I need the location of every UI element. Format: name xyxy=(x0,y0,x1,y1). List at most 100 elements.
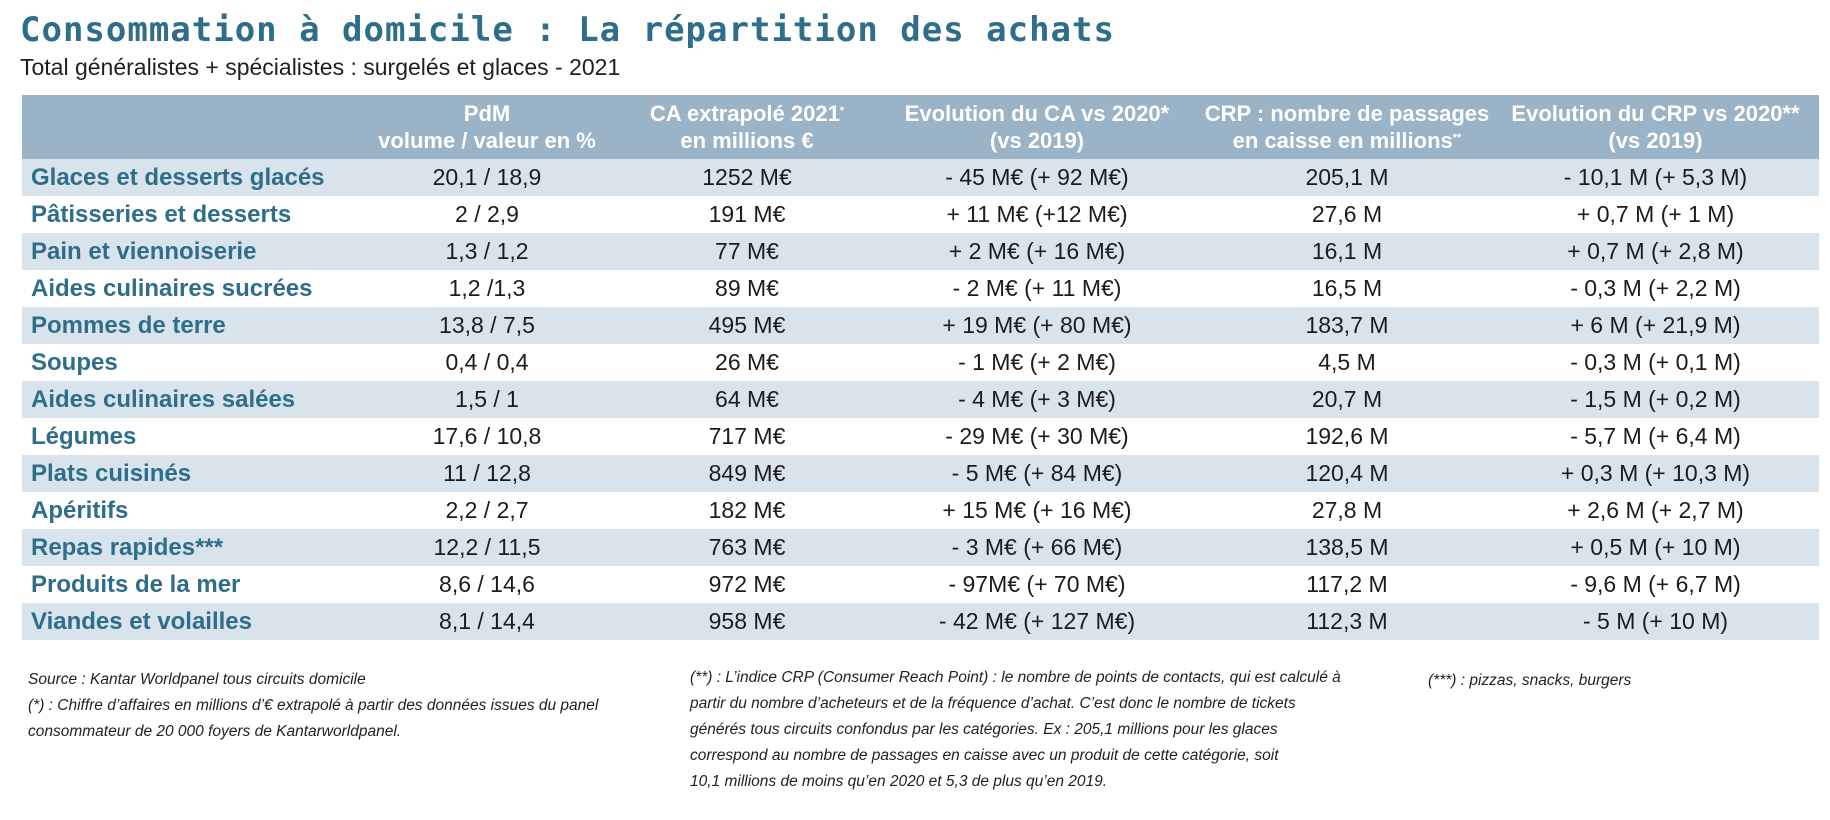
table-cell: 2,2 / 2,7 xyxy=(445,497,529,523)
table-body: Glaces et desserts glacés 20,1 / 18,9 1252… xyxy=(22,159,1819,640)
table-cell: + 19 M€ (+ 80 M€) xyxy=(872,307,1202,344)
table-cell: - 2 M€ (+ 11 M€) xyxy=(952,275,1122,301)
table-cell: 117,2 M xyxy=(1306,571,1388,597)
table-header-row: PdM volume / valeur en % CA extrapolé 2021… xyxy=(22,95,1819,159)
category-label: Glaces et desserts glacés xyxy=(22,159,352,196)
table-row: Aides culinaires salées 1,5 / 1 64 M€ - 4 M… xyxy=(22,381,1819,418)
table-row: Glaces et desserts glacés 20,1 / 18,9 1252… xyxy=(22,159,1819,196)
footnote-line: générés tous circuits confondus par les … xyxy=(690,721,1278,738)
table-cell: 112,3 M xyxy=(1202,603,1492,640)
table-cell: 849 M€ xyxy=(622,455,872,492)
page-subtitle: Total généralistes + spécialistes : surg… xyxy=(20,54,621,80)
category-label: Soupes xyxy=(31,348,118,376)
category-label: Repas rapides*** xyxy=(22,529,352,566)
table-cell: - 1 M€ (+ 2 M€) xyxy=(958,349,1116,375)
table-cell: - 97M€ (+ 70 M€) xyxy=(948,571,1126,597)
table-cell: 20,1 / 18,9 xyxy=(352,159,622,196)
table-row: Pâtisseries et desserts 2 / 2,9 191 M€ + 11… xyxy=(22,196,1819,233)
table-cell: - 4 M€ (+ 3 M€) xyxy=(872,381,1202,418)
category-label: Plats cuisinés xyxy=(22,455,352,492)
table-row: Aides culinaires sucrées 1,2 /1,3 89 M€ - 2… xyxy=(22,270,1819,307)
table-cell: 495 M€ xyxy=(622,307,872,344)
table-cell: 11 / 12,8 xyxy=(352,455,622,492)
table-row: Apéritifs 2,2 / 2,7 182 M€ + 15 M€ (+ 16 M€… xyxy=(22,492,1819,529)
table-cell: + 0,7 M (+ 1 M) xyxy=(1576,201,1735,227)
column-header-1: PdM volume / valeur en % xyxy=(352,95,622,159)
table-cell: - 9,6 M (+ 6,7 M) xyxy=(1570,571,1741,597)
table-cell: + 2,6 M (+ 2,7 M) xyxy=(1567,497,1744,523)
table-cell: - 45 M€ (+ 92 M€) xyxy=(872,159,1202,196)
footnote-fast-meals: (***) : pizzas, snacks, burgers xyxy=(1428,668,1788,694)
category-label: Pommes de terre xyxy=(22,307,352,344)
category-label: Aides culinaires salées xyxy=(22,381,352,418)
column-header-0 xyxy=(22,95,352,159)
table-cell: 89 M€ xyxy=(715,275,779,301)
footnote-line: 10,1 millions de moins qu’en 2020 et 5,3… xyxy=(690,773,1108,790)
table-cell: - 5 M (+ 10 M) xyxy=(1492,603,1819,640)
column-header-line2: (vs 2019) xyxy=(989,128,1085,153)
column-header-2: CA extrapolé 2021* en millions € xyxy=(622,95,872,159)
table-cell: 192,6 M xyxy=(1305,423,1389,449)
table-cell: + 6 M (+ 21,9 M) xyxy=(1492,307,1819,344)
table-cell: 27,8 M xyxy=(1311,497,1383,523)
column-header-line2: (vs 2019) xyxy=(1608,128,1703,153)
category-label: Aides culinaires sucrées xyxy=(31,274,313,302)
table-cell: 16,5 M xyxy=(1311,275,1383,301)
table-cell: 2 / 2,9 xyxy=(455,201,519,227)
footnote-line: (***) : pizzas, snacks, burgers xyxy=(1428,672,1632,689)
column-header-3: Evolution du CA vs 2020* (vs 2019) xyxy=(872,95,1202,159)
footnote-line: partir du nombre d’acheteurs et de la fr… xyxy=(690,695,1296,712)
category-label: Apéritifs xyxy=(31,496,129,524)
category-label: Pâtisseries et desserts xyxy=(31,200,292,228)
table-cell: - 0,3 M (+ 0,1 M) xyxy=(1570,349,1741,375)
page-title: Consommation à domicile : La répartition… xyxy=(20,10,1115,50)
table-row: Soupes 0,4 / 0,4 26 M€ - 1 M€ (+ 2 M€) 4,5 M… xyxy=(22,344,1819,381)
column-header-line2: en caisse en millions xyxy=(1232,128,1453,153)
table-cell: - 0,3 M (+ 2,2 M) xyxy=(1570,275,1741,301)
table-cell: 972 M€ xyxy=(708,571,786,597)
table-cell: 16,1 M xyxy=(1202,233,1492,270)
table-cell: + 2 M€ (+ 16 M€) xyxy=(872,233,1202,270)
column-header-4: CRP : nombre de passages en caisse en mil… xyxy=(1202,95,1492,159)
footnote-crp: (**) : L’indice CRP (Consumer Reach Poin… xyxy=(690,665,1410,795)
table-cell: 182 M€ xyxy=(708,497,786,523)
table-cell: 0,4 / 0,4 xyxy=(445,349,529,375)
footnote-marker: * xyxy=(839,105,845,117)
table-cell: 8,1 / 14,4 xyxy=(352,603,622,640)
table-cell: - 5,7 M (+ 6,4 M) xyxy=(1570,423,1741,449)
column-header-line2: volume / valeur en % xyxy=(378,128,596,153)
table-cell: 958 M€ xyxy=(622,603,872,640)
table-row: Viandes et volailles 8,1 / 14,4 958 M€ - 42… xyxy=(22,603,1819,640)
table-cell: + 11 M€ (+12 M€) xyxy=(946,201,1128,227)
table-cell: + 0,5 M (+ 10 M) xyxy=(1492,529,1819,566)
table-cell: - 29 M€ (+ 30 M€) xyxy=(945,423,1129,449)
table-cell: - 5 M€ (+ 84 M€) xyxy=(872,455,1202,492)
table-cell: 191 M€ xyxy=(708,201,786,227)
category-label: Produits de la mer xyxy=(31,570,241,598)
table-cell: + 15 M€ (+ 16 M€) xyxy=(942,497,1132,523)
table-cell: 120,4 M xyxy=(1202,455,1492,492)
table-cell: 1,3 / 1,2 xyxy=(352,233,622,270)
table-row: Repas rapides*** 12,2 / 11,5 763 M€ - 3 M€ … xyxy=(22,529,1819,566)
footnote-line: correspond au nombre de passages en cais… xyxy=(690,747,1279,764)
table-cell: 717 M€ xyxy=(708,423,786,449)
table-cell: 1,5 / 1 xyxy=(352,381,622,418)
table-cell: - 42 M€ (+ 127 M€) xyxy=(872,603,1202,640)
table-cell: - 10,1 M (+ 5,3 M) xyxy=(1492,159,1819,196)
column-header-line2: en millions € xyxy=(680,128,814,153)
table-row: Pommes de terre 13,8 / 7,5 495 M€ + 19 M€ (… xyxy=(22,307,1819,344)
table-cell: + 0,7 M (+ 2,8 M) xyxy=(1492,233,1819,270)
table-cell: 1252 M€ xyxy=(622,159,872,196)
table-cell: 27,6 M xyxy=(1311,201,1383,227)
table-cell: - 3 M€ (+ 66 M€) xyxy=(872,529,1202,566)
table-cell: - 1,5 M (+ 0,2 M) xyxy=(1492,381,1819,418)
table-cell: 64 M€ xyxy=(622,381,872,418)
table-row: Légumes 17,6 / 10,8 717 M€ - 29 M€ (+ 30 M€… xyxy=(22,418,1819,455)
table-cell: 4,5 M xyxy=(1318,349,1376,375)
footnote-source: Source : Kantar Worldpanel tous circuits… xyxy=(28,667,668,745)
table-cell: 8,6 / 14,6 xyxy=(439,571,535,597)
table-cell: 26 M€ xyxy=(715,349,779,375)
table-row: Plats cuisinés 11 / 12,8 849 M€ - 5 M€ (+ 8… xyxy=(22,455,1819,492)
column-header-5: Evolution du CRP vs 2020** (vs 2019) xyxy=(1492,95,1819,159)
category-label: Viandes et volailles xyxy=(22,603,352,640)
